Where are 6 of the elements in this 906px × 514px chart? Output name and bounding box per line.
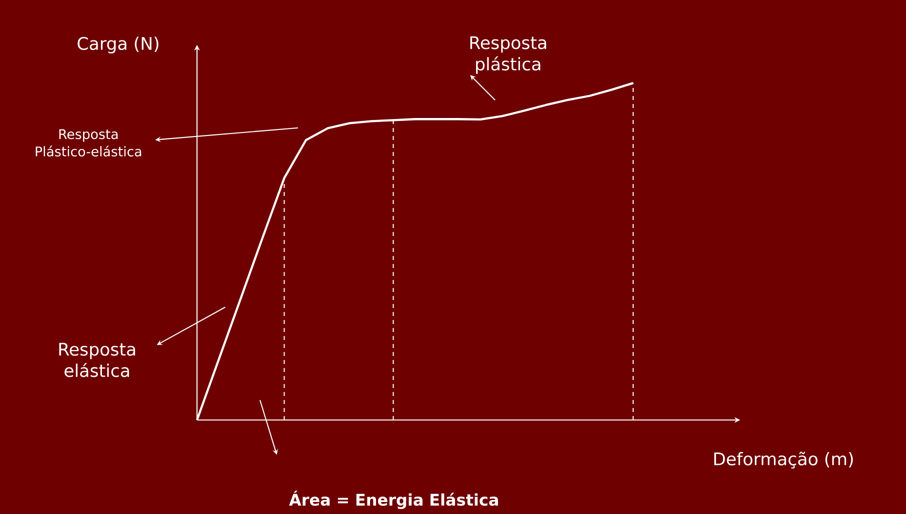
y-axis-title: Carga (N) (78, 36, 158, 54)
x-axis-title: Deformação (m) (714, 452, 853, 469)
text: Área = Energia Elástica (289, 490, 498, 510)
text: Resposta elástica (59, 342, 136, 378)
text: Resposta plástica (470, 36, 546, 74)
text: Resposta Plástico-elástica (36, 129, 142, 156)
